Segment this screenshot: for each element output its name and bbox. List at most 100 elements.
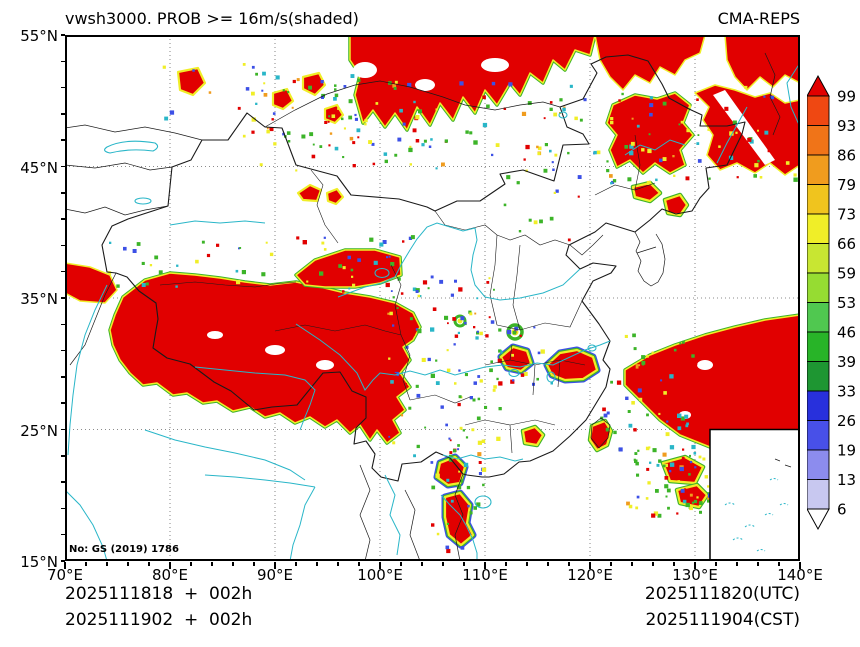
x-tick <box>358 562 360 566</box>
prob-speckle <box>747 137 752 142</box>
prob-speckle <box>238 247 240 250</box>
prob-speckle <box>536 377 539 381</box>
prob-speckle <box>251 117 256 122</box>
prob-speckle <box>645 497 649 500</box>
prob-speckle <box>540 349 545 354</box>
prob-speckle <box>350 74 355 78</box>
prob-speckle <box>468 310 472 314</box>
prob-speckle <box>679 342 682 345</box>
prob-speckle <box>633 347 637 351</box>
prob-speckle <box>631 117 634 120</box>
prob-speckle <box>469 312 473 316</box>
prob-speckle <box>236 280 241 285</box>
prob-speckle <box>537 152 541 156</box>
colorbar-label: 79 <box>837 176 856 194</box>
prob-speckle <box>482 483 485 487</box>
prob-speckle <box>454 382 457 385</box>
x-tick <box>190 562 192 566</box>
colorbar-segment <box>806 213 830 244</box>
prob-speckle <box>435 167 438 170</box>
colorbar-segment <box>806 272 830 303</box>
prob-speckle <box>662 464 666 468</box>
x-tick <box>526 562 528 566</box>
prob-speckle <box>342 266 346 270</box>
prob-speckle <box>649 96 653 100</box>
colorbar-label: 26 <box>837 412 856 430</box>
prob-speckle <box>364 119 368 123</box>
prob-speckle <box>385 282 390 288</box>
prob-speckle <box>162 65 166 69</box>
prob-speckle <box>412 128 417 133</box>
prob-speckle <box>631 368 635 372</box>
x-axis-label: 110°E <box>462 566 508 584</box>
prob-speckle <box>478 472 482 476</box>
prob-speckle <box>518 230 522 233</box>
prob-speckle <box>707 128 710 131</box>
rivers <box>65 62 800 561</box>
prob-speckle <box>473 506 477 510</box>
prob-speckle <box>338 264 342 268</box>
prob-speckle <box>763 95 766 98</box>
prob-speckle <box>251 65 255 69</box>
prob-speckle <box>477 375 481 378</box>
x-tick <box>85 562 87 566</box>
prob-speckle <box>394 80 398 84</box>
prob-speckle <box>642 363 645 366</box>
prob-speckle <box>431 485 436 490</box>
prob-speckle <box>430 461 434 464</box>
prob-speckle <box>677 480 680 483</box>
prob-speckle <box>417 329 422 334</box>
prob-speckle <box>402 122 406 126</box>
prob-speckle <box>698 501 703 505</box>
prob-speckle <box>583 98 587 102</box>
prob-speckle <box>646 180 651 185</box>
x-tick <box>589 562 591 569</box>
prob-speckle <box>286 131 291 135</box>
prob-speckle <box>625 396 629 400</box>
prob-speckle <box>242 134 246 138</box>
prob-speckle <box>506 175 511 180</box>
prob-speckle <box>354 117 358 121</box>
prob-speckle <box>292 79 296 84</box>
prob-speckle <box>458 287 463 292</box>
prob-speckle <box>512 330 517 335</box>
prob-speckle <box>707 499 710 503</box>
prob-speckle <box>663 391 667 395</box>
x-tick <box>274 562 276 569</box>
prob-speckle <box>631 401 635 405</box>
prob-speckle <box>567 238 571 242</box>
prob-speckle <box>352 283 356 287</box>
prob-speckle <box>334 93 339 98</box>
prob-speckle <box>405 345 409 349</box>
prob-speckle <box>484 405 488 409</box>
prob-speckle <box>449 454 453 458</box>
prob-speckle <box>266 127 269 130</box>
prob-speckle <box>479 379 483 383</box>
prob-speckle <box>387 312 390 315</box>
prob-speckle <box>251 130 255 134</box>
prob-speckle <box>259 163 263 167</box>
prob-speckle <box>423 139 427 143</box>
prob-speckle <box>149 264 153 267</box>
prob-speckle <box>352 164 356 168</box>
prob-speckle <box>323 236 326 239</box>
prob-speckle <box>492 388 496 392</box>
prob-speckle <box>579 118 583 122</box>
prob-speckle <box>634 459 638 463</box>
prob-speckle <box>416 444 420 449</box>
prob-speckle <box>323 248 327 251</box>
colorbar-label: 59 <box>837 265 856 283</box>
prob-speckle <box>525 144 530 150</box>
prob-speckle <box>574 116 578 121</box>
init-time-cst: 2025111902 + 002h <box>65 610 253 630</box>
prob-speckle <box>613 430 617 435</box>
prob-speckle <box>704 475 708 479</box>
prob-speckle <box>446 349 449 352</box>
prob-speckle <box>295 169 298 172</box>
colorbar-segment <box>806 95 830 126</box>
prob-speckle <box>684 414 689 419</box>
x-tick <box>631 562 633 566</box>
prob-speckle <box>673 174 676 177</box>
prob-speckle <box>611 180 615 184</box>
prob-speckle <box>491 153 494 157</box>
